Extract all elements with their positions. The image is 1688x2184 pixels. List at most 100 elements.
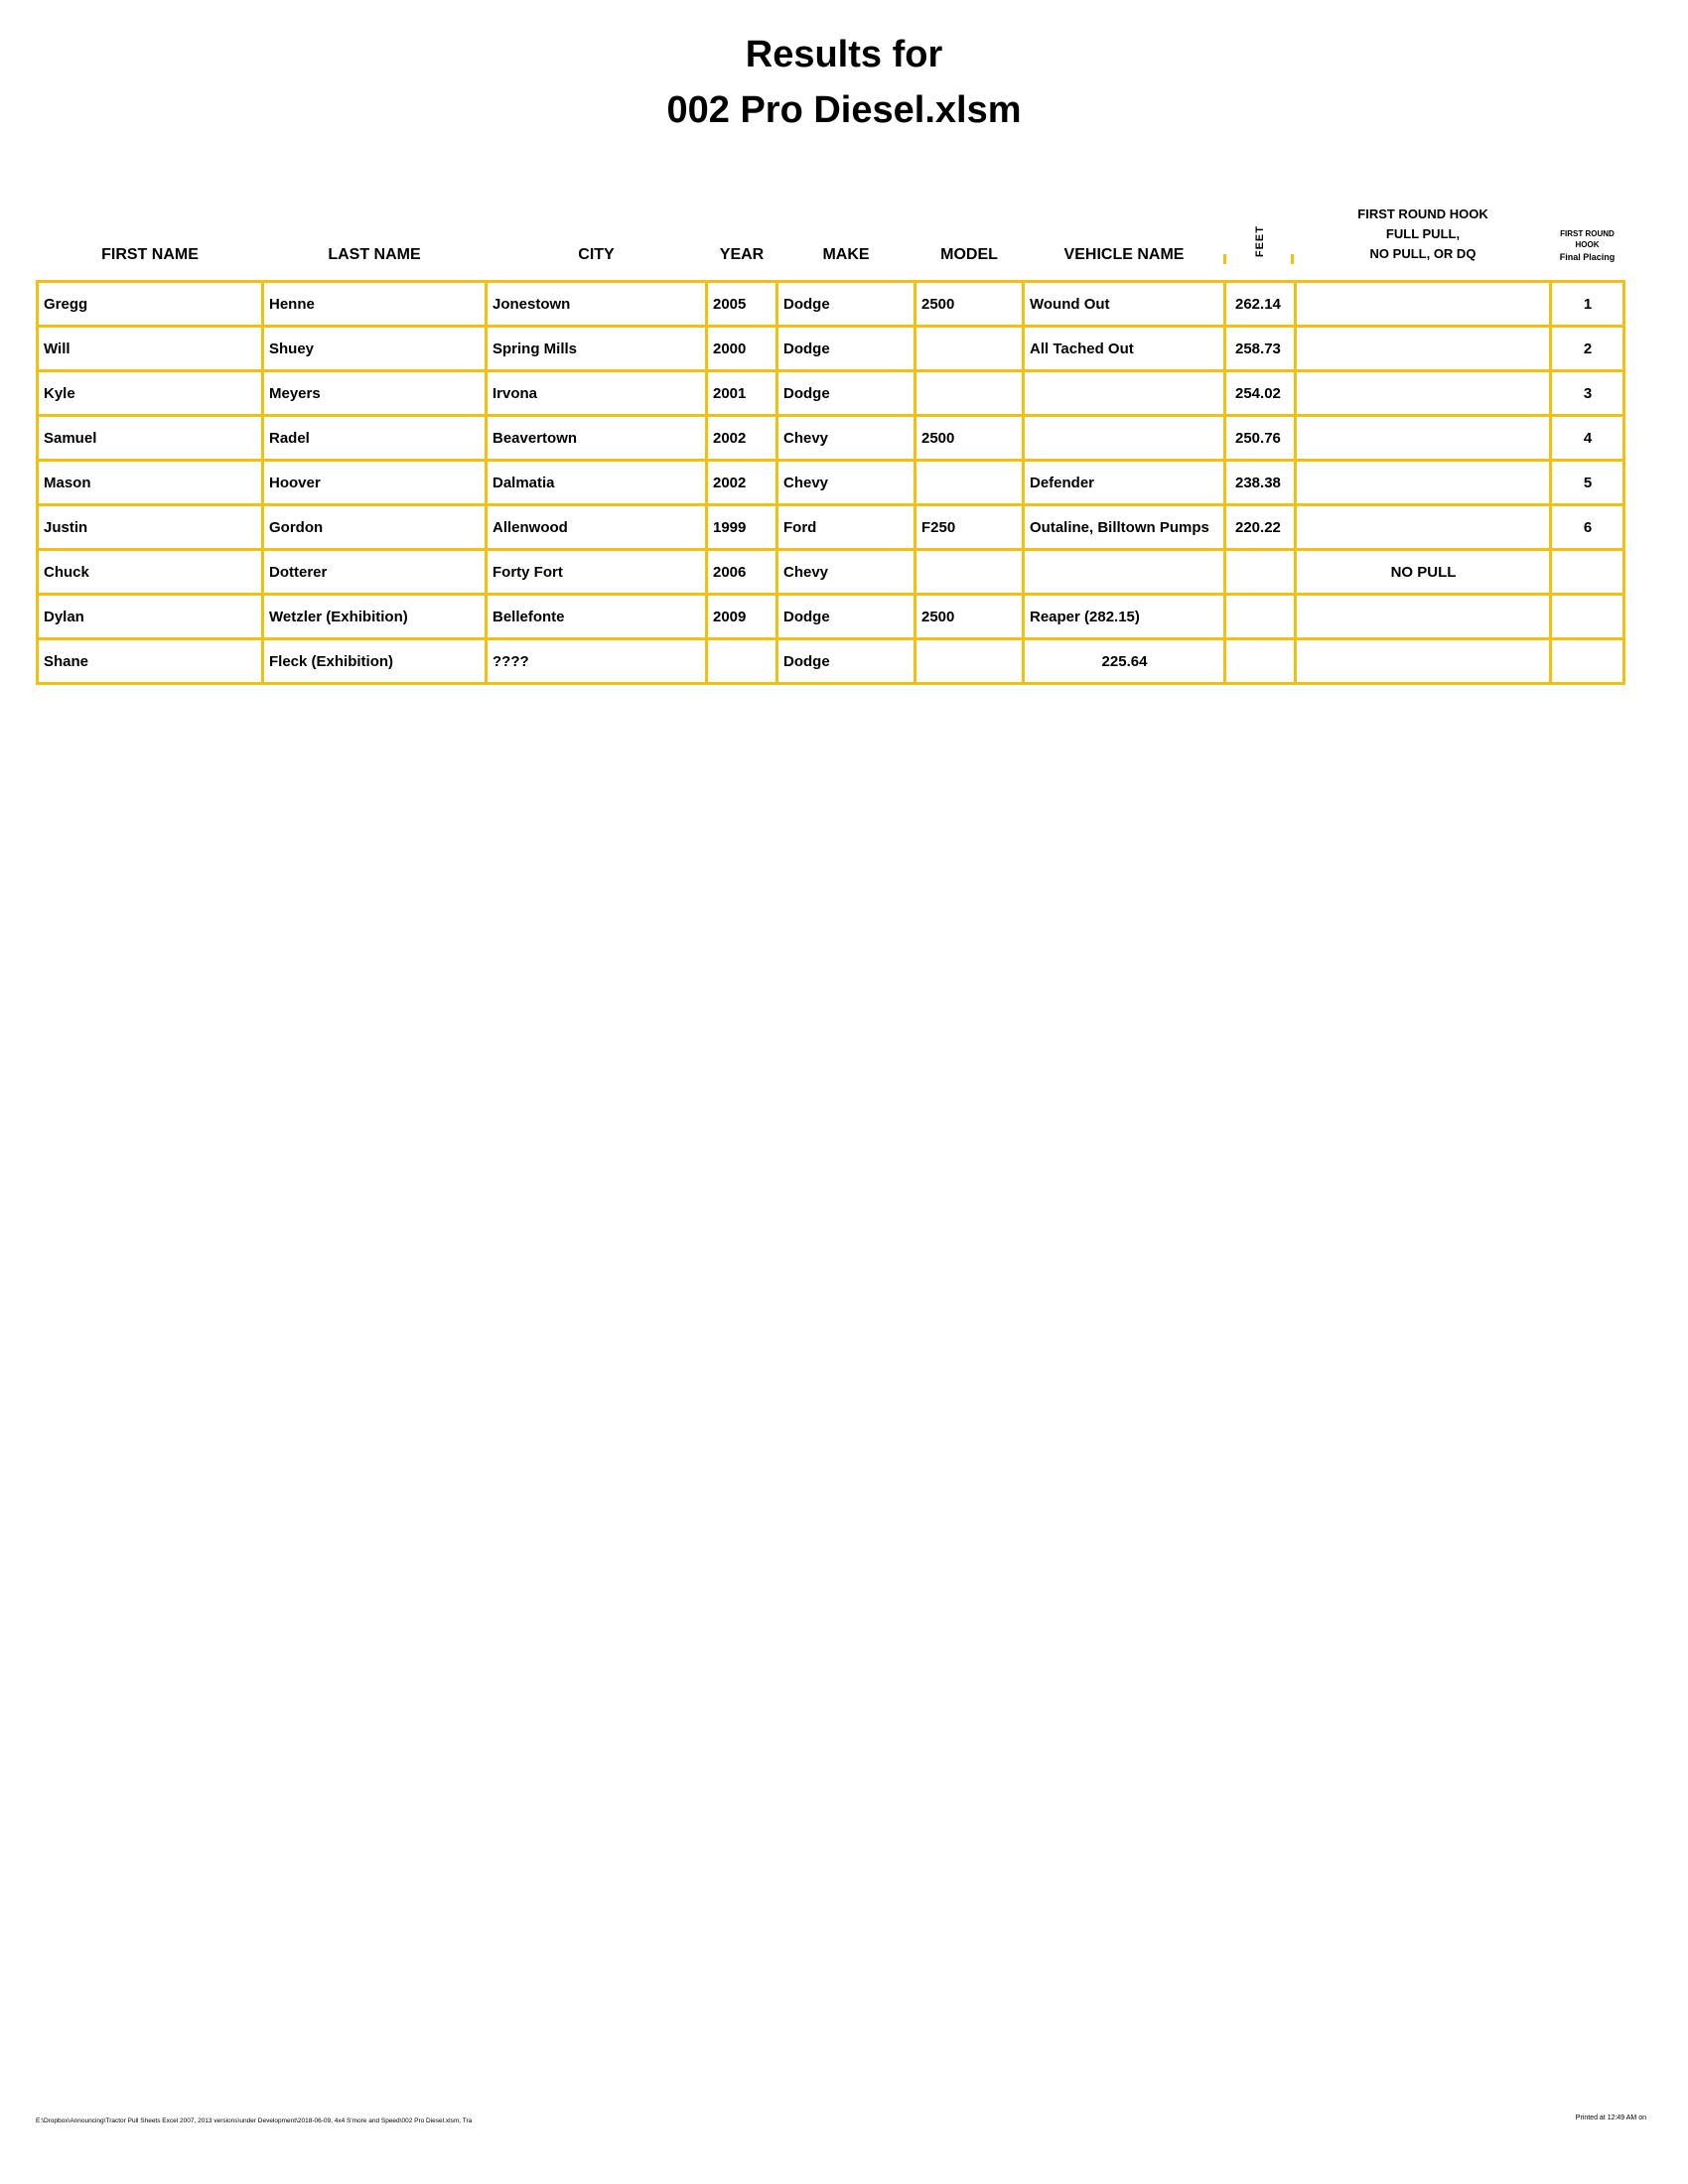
hook-header-line-1: FIRST ROUND HOOK bbox=[1357, 205, 1488, 221]
cell-last: Dotterer bbox=[261, 548, 488, 596]
placing-header-line-2: HOOK bbox=[1575, 240, 1600, 250]
cell-last: Shuey bbox=[261, 325, 488, 372]
cell-year: 2002 bbox=[705, 459, 778, 506]
cell-year bbox=[705, 637, 778, 685]
feet-rotated-label: FEET bbox=[1254, 224, 1266, 257]
cell-place: 4 bbox=[1549, 414, 1625, 462]
cell-city: ???? bbox=[485, 637, 708, 685]
cell-year: 2006 bbox=[705, 548, 778, 596]
cell-year: 2009 bbox=[705, 593, 778, 640]
cell-feet bbox=[1223, 593, 1297, 640]
cell-place: 5 bbox=[1549, 459, 1625, 506]
cell-last: Gordon bbox=[261, 503, 488, 551]
cell-city: Allenwood bbox=[485, 503, 708, 551]
cell-first: Justin bbox=[36, 503, 264, 551]
cell-first: Dylan bbox=[36, 593, 264, 640]
title-line-2: 002 Pro Diesel.xlsm bbox=[666, 89, 1022, 131]
cell-vehicle: All Tached Out bbox=[1022, 325, 1226, 372]
cell-vehicle bbox=[1022, 548, 1226, 596]
column-border-stub bbox=[1291, 254, 1294, 264]
header-make: MAKE bbox=[822, 246, 870, 263]
header-feet: FEET bbox=[1225, 187, 1296, 282]
table-row: Justin Gordon Allenwood 1999 Ford F250 Outalin… bbox=[36, 503, 1625, 551]
results-table: FIRST NAME LAST NAME CITY YEAR MAKE MODE… bbox=[36, 187, 1625, 685]
cell-first: Shane bbox=[36, 637, 264, 685]
cell-year: 1999 bbox=[705, 503, 778, 551]
cell-vehicle: 225.64 bbox=[1022, 637, 1226, 685]
cell-make: Dodge bbox=[775, 280, 916, 328]
column-border-stub bbox=[1223, 254, 1226, 264]
cell-place bbox=[1549, 548, 1625, 596]
cell-model: 2500 bbox=[914, 593, 1025, 640]
cell-feet: 254.02 bbox=[1223, 369, 1297, 417]
cell-year: 2000 bbox=[705, 325, 778, 372]
cell-make: Chevy bbox=[775, 548, 916, 596]
cell-first: Gregg bbox=[36, 280, 264, 328]
table-header-row: FIRST NAME LAST NAME CITY YEAR MAKE MODE… bbox=[38, 187, 1624, 282]
cell-make: Dodge bbox=[775, 637, 916, 685]
cell-first: Mason bbox=[36, 459, 264, 506]
cell-first: Samuel bbox=[36, 414, 264, 462]
cell-make: Chevy bbox=[775, 459, 916, 506]
cell-last: Hoover bbox=[261, 459, 488, 506]
cell-place: 6 bbox=[1549, 503, 1625, 551]
cell-city: Spring Mills bbox=[485, 325, 708, 372]
cell-last: Fleck (Exhibition) bbox=[261, 637, 488, 685]
cell-hook bbox=[1294, 503, 1552, 551]
cell-city: Irvona bbox=[485, 369, 708, 417]
cell-city: Forty Fort bbox=[485, 548, 708, 596]
cell-first: Kyle bbox=[36, 369, 264, 417]
cell-city: Dalmatia bbox=[485, 459, 708, 506]
cell-vehicle: Reaper (282.15) bbox=[1022, 593, 1226, 640]
table-row: Mason Hoover Dalmatia 2002 Chevy Defender 238.… bbox=[36, 459, 1625, 506]
cell-feet bbox=[1223, 637, 1297, 685]
page-title: Results for 002 Pro Diesel.xlsm bbox=[0, 36, 1688, 129]
header-vehicle-name: VEHICLE NAME bbox=[1063, 246, 1185, 263]
cell-make: Ford bbox=[775, 503, 916, 551]
title-line-1: Results for bbox=[745, 34, 943, 75]
footer-file-path: E:\Dropbox\Announcing\Tractor Pull Sheet… bbox=[36, 2117, 473, 2124]
cell-feet: 262.14 bbox=[1223, 280, 1297, 328]
cell-hook bbox=[1294, 459, 1552, 506]
cell-hook bbox=[1294, 280, 1552, 328]
placing-header-line-3: Final Placing bbox=[1559, 251, 1616, 262]
cell-hook bbox=[1294, 637, 1552, 685]
cell-first: Chuck bbox=[36, 548, 264, 596]
cell-model bbox=[914, 548, 1025, 596]
table-row: Shane Fleck (Exhibition)???? Dodge 225.64 bbox=[36, 637, 1625, 685]
header-model: MODEL bbox=[940, 246, 998, 263]
cell-year: 2002 bbox=[705, 414, 778, 462]
table-row: Chuck Dotterer Forty Fort 2006 Chevy NO PULL bbox=[36, 548, 1625, 596]
header-city: CITY bbox=[578, 246, 615, 263]
cell-city: Beavertown bbox=[485, 414, 708, 462]
cell-vehicle: Wound Out bbox=[1022, 280, 1226, 328]
table-row: Kyle Meyers Irvona 2001 Dodge 254.02 3 bbox=[36, 369, 1625, 417]
cell-feet: 238.38 bbox=[1223, 459, 1297, 506]
cell-hook bbox=[1294, 414, 1552, 462]
cell-last: Radel bbox=[261, 414, 488, 462]
cell-place bbox=[1549, 637, 1625, 685]
table-row: Will Shuey Spring Mills 2000 Dodge All Tached… bbox=[36, 325, 1625, 372]
table-row: Dylan Wetzler (Exhibition) Bellefonte 2009 D… bbox=[36, 593, 1625, 640]
cell-hook bbox=[1294, 325, 1552, 372]
cell-make: Chevy bbox=[775, 414, 916, 462]
cell-place: 2 bbox=[1549, 325, 1625, 372]
cell-feet: 250.76 bbox=[1223, 414, 1297, 462]
cell-make: Dodge bbox=[775, 593, 916, 640]
header-first-name: FIRST NAME bbox=[101, 246, 199, 263]
cell-last: Henne bbox=[261, 280, 488, 328]
header-last-name: LAST NAME bbox=[328, 246, 421, 263]
cell-last: Wetzler (Exhibition) bbox=[261, 593, 488, 640]
hook-header-line-2: FULL PULL, bbox=[1385, 225, 1461, 241]
cell-model bbox=[914, 325, 1025, 372]
header-final-placing: FIRST ROUND HOOK Final Placing bbox=[1551, 187, 1624, 282]
cell-city: Jonestown bbox=[485, 280, 708, 328]
cell-vehicle bbox=[1022, 414, 1226, 462]
cell-year: 2005 bbox=[705, 280, 778, 328]
cell-feet bbox=[1223, 548, 1297, 596]
cell-model: 2500 bbox=[914, 414, 1025, 462]
table-row: Gregg Henne Jonestown 2005 Dodge 2500 Wound Ou… bbox=[36, 280, 1625, 328]
table-row: Samuel Radel Beavertown 2002 Chevy 2500 250.76… bbox=[36, 414, 1625, 462]
cell-place: 3 bbox=[1549, 369, 1625, 417]
cell-place: 1 bbox=[1549, 280, 1625, 328]
